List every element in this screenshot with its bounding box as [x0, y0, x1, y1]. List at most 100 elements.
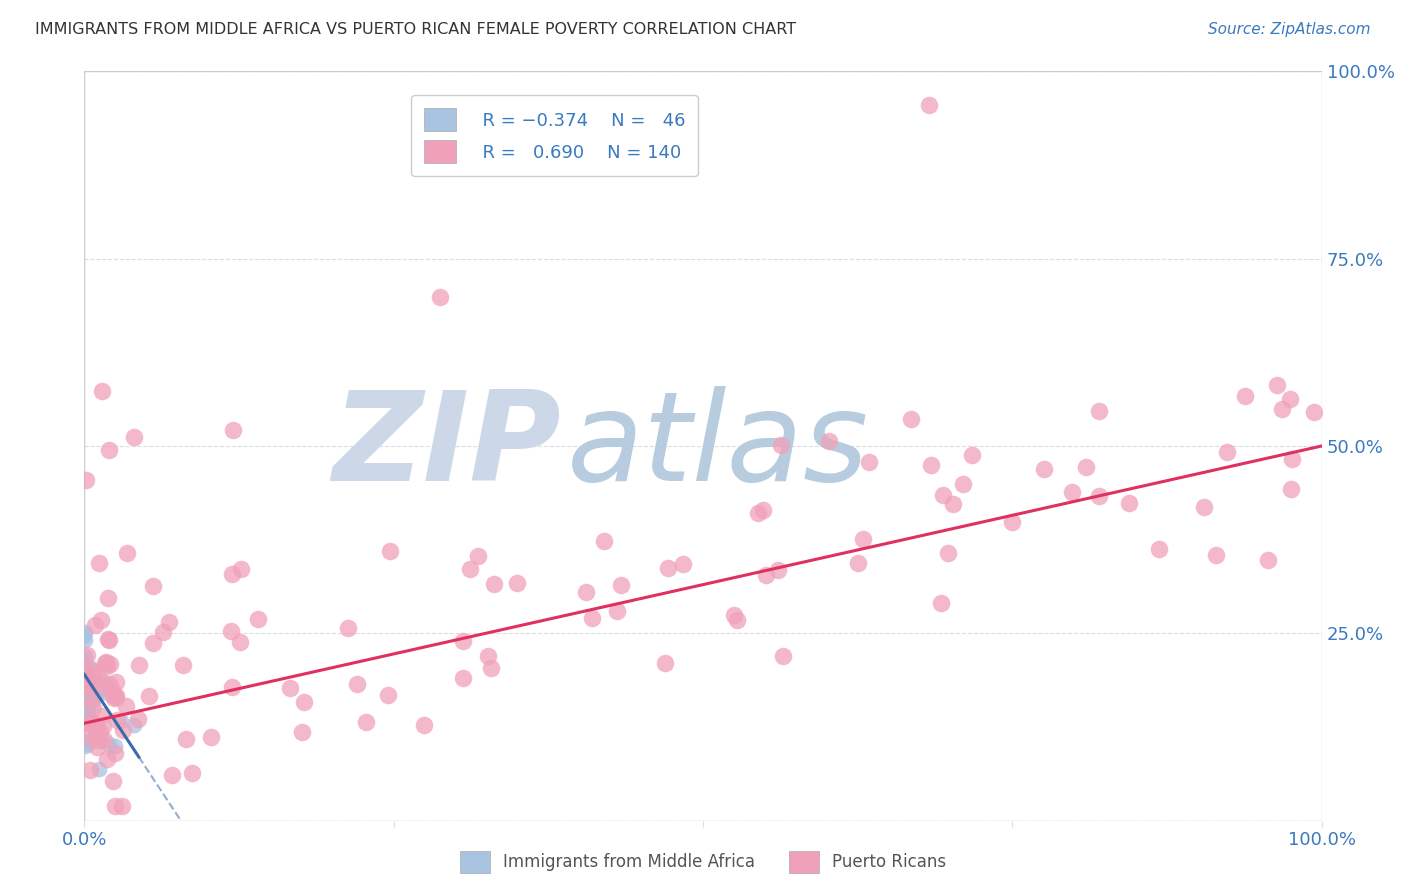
Point [122, 430, 145, 444]
Point [77, 716, 100, 731]
Point [87, 671, 110, 685]
Point [770, 438, 793, 452]
Point [222, 424, 245, 438]
Point [82, 700, 104, 714]
Point [104, 746, 127, 760]
Point [1278, 392, 1301, 407]
Point [1303, 404, 1326, 418]
Point [672, 557, 695, 571]
Point [1192, 500, 1215, 514]
Point [76, 671, 98, 685]
Point [104, 675, 127, 690]
Point [96, 686, 118, 700]
Point [82, 664, 104, 678]
Point [506, 575, 529, 590]
Point [932, 488, 955, 502]
Point [80, 681, 103, 695]
Point [84, 729, 107, 743]
Point [858, 455, 880, 469]
Point [1074, 459, 1097, 474]
Point [1215, 445, 1237, 459]
Point [104, 798, 127, 813]
Point [346, 676, 368, 690]
Text: Source: ZipAtlas.com: Source: ZipAtlas.com [1208, 22, 1371, 37]
Point [98, 737, 121, 751]
Point [575, 584, 598, 599]
Point [122, 718, 145, 732]
Point [75, 473, 97, 487]
Point [221, 680, 243, 694]
Point [747, 506, 769, 520]
Point [117, 546, 139, 560]
Point [103, 691, 125, 706]
Point [200, 730, 222, 744]
Legend:   R = −0.374    N =   46,   R =   0.690    N = 140: R = −0.374 N = 46, R = 0.690 N = 140 [411, 95, 697, 176]
Point [96, 752, 118, 766]
Point [75, 686, 97, 700]
Point [73, 706, 96, 721]
Point [221, 566, 243, 581]
Point [80, 692, 103, 706]
Point [657, 561, 679, 575]
Point [79, 661, 101, 675]
Point [73, 694, 96, 708]
Point [1271, 402, 1294, 417]
Point [73, 666, 96, 681]
Point [98, 442, 121, 457]
Point [73, 665, 96, 680]
Point [766, 563, 789, 577]
Point [467, 549, 489, 564]
Point [73, 632, 96, 647]
Point [1147, 542, 1170, 557]
Point [82, 716, 104, 731]
Point [73, 678, 96, 692]
Point [900, 411, 922, 425]
Point [101, 683, 124, 698]
Point [138, 689, 160, 703]
Point [76, 706, 98, 720]
Point [100, 657, 122, 672]
Point [73, 662, 96, 676]
Point [292, 695, 315, 709]
Point [354, 715, 377, 730]
Point [952, 476, 974, 491]
Point [962, 449, 984, 463]
Legend: Immigrants from Middle Africa, Puerto Ricans: Immigrants from Middle Africa, Puerto Ri… [453, 845, 953, 880]
Point [93, 732, 115, 747]
Point [73, 627, 96, 641]
Point [89, 725, 111, 739]
Point [1265, 377, 1288, 392]
Point [104, 689, 127, 703]
Point [111, 798, 134, 813]
Point [104, 739, 127, 753]
Point [75, 685, 97, 699]
Point [723, 607, 745, 622]
Point [89, 733, 111, 747]
Point [451, 633, 474, 648]
Point [477, 649, 499, 664]
Point [73, 680, 96, 694]
Point [77, 701, 100, 715]
Point [75, 648, 97, 663]
Point [89, 762, 111, 776]
Point [79, 763, 101, 777]
Point [609, 578, 631, 592]
Point [90, 613, 112, 627]
Point [107, 713, 129, 727]
Point [73, 708, 96, 723]
Point [75, 713, 97, 727]
Point [180, 765, 202, 780]
Point [725, 613, 748, 627]
Point [73, 655, 96, 669]
Point [97, 677, 120, 691]
Point [94, 655, 117, 669]
Point [80, 673, 103, 688]
Point [90, 708, 112, 723]
Point [82, 693, 104, 707]
Point [90, 384, 112, 398]
Point [592, 533, 614, 548]
Point [75, 704, 97, 718]
Point [115, 698, 138, 713]
Point [152, 624, 174, 639]
Point [920, 458, 942, 472]
